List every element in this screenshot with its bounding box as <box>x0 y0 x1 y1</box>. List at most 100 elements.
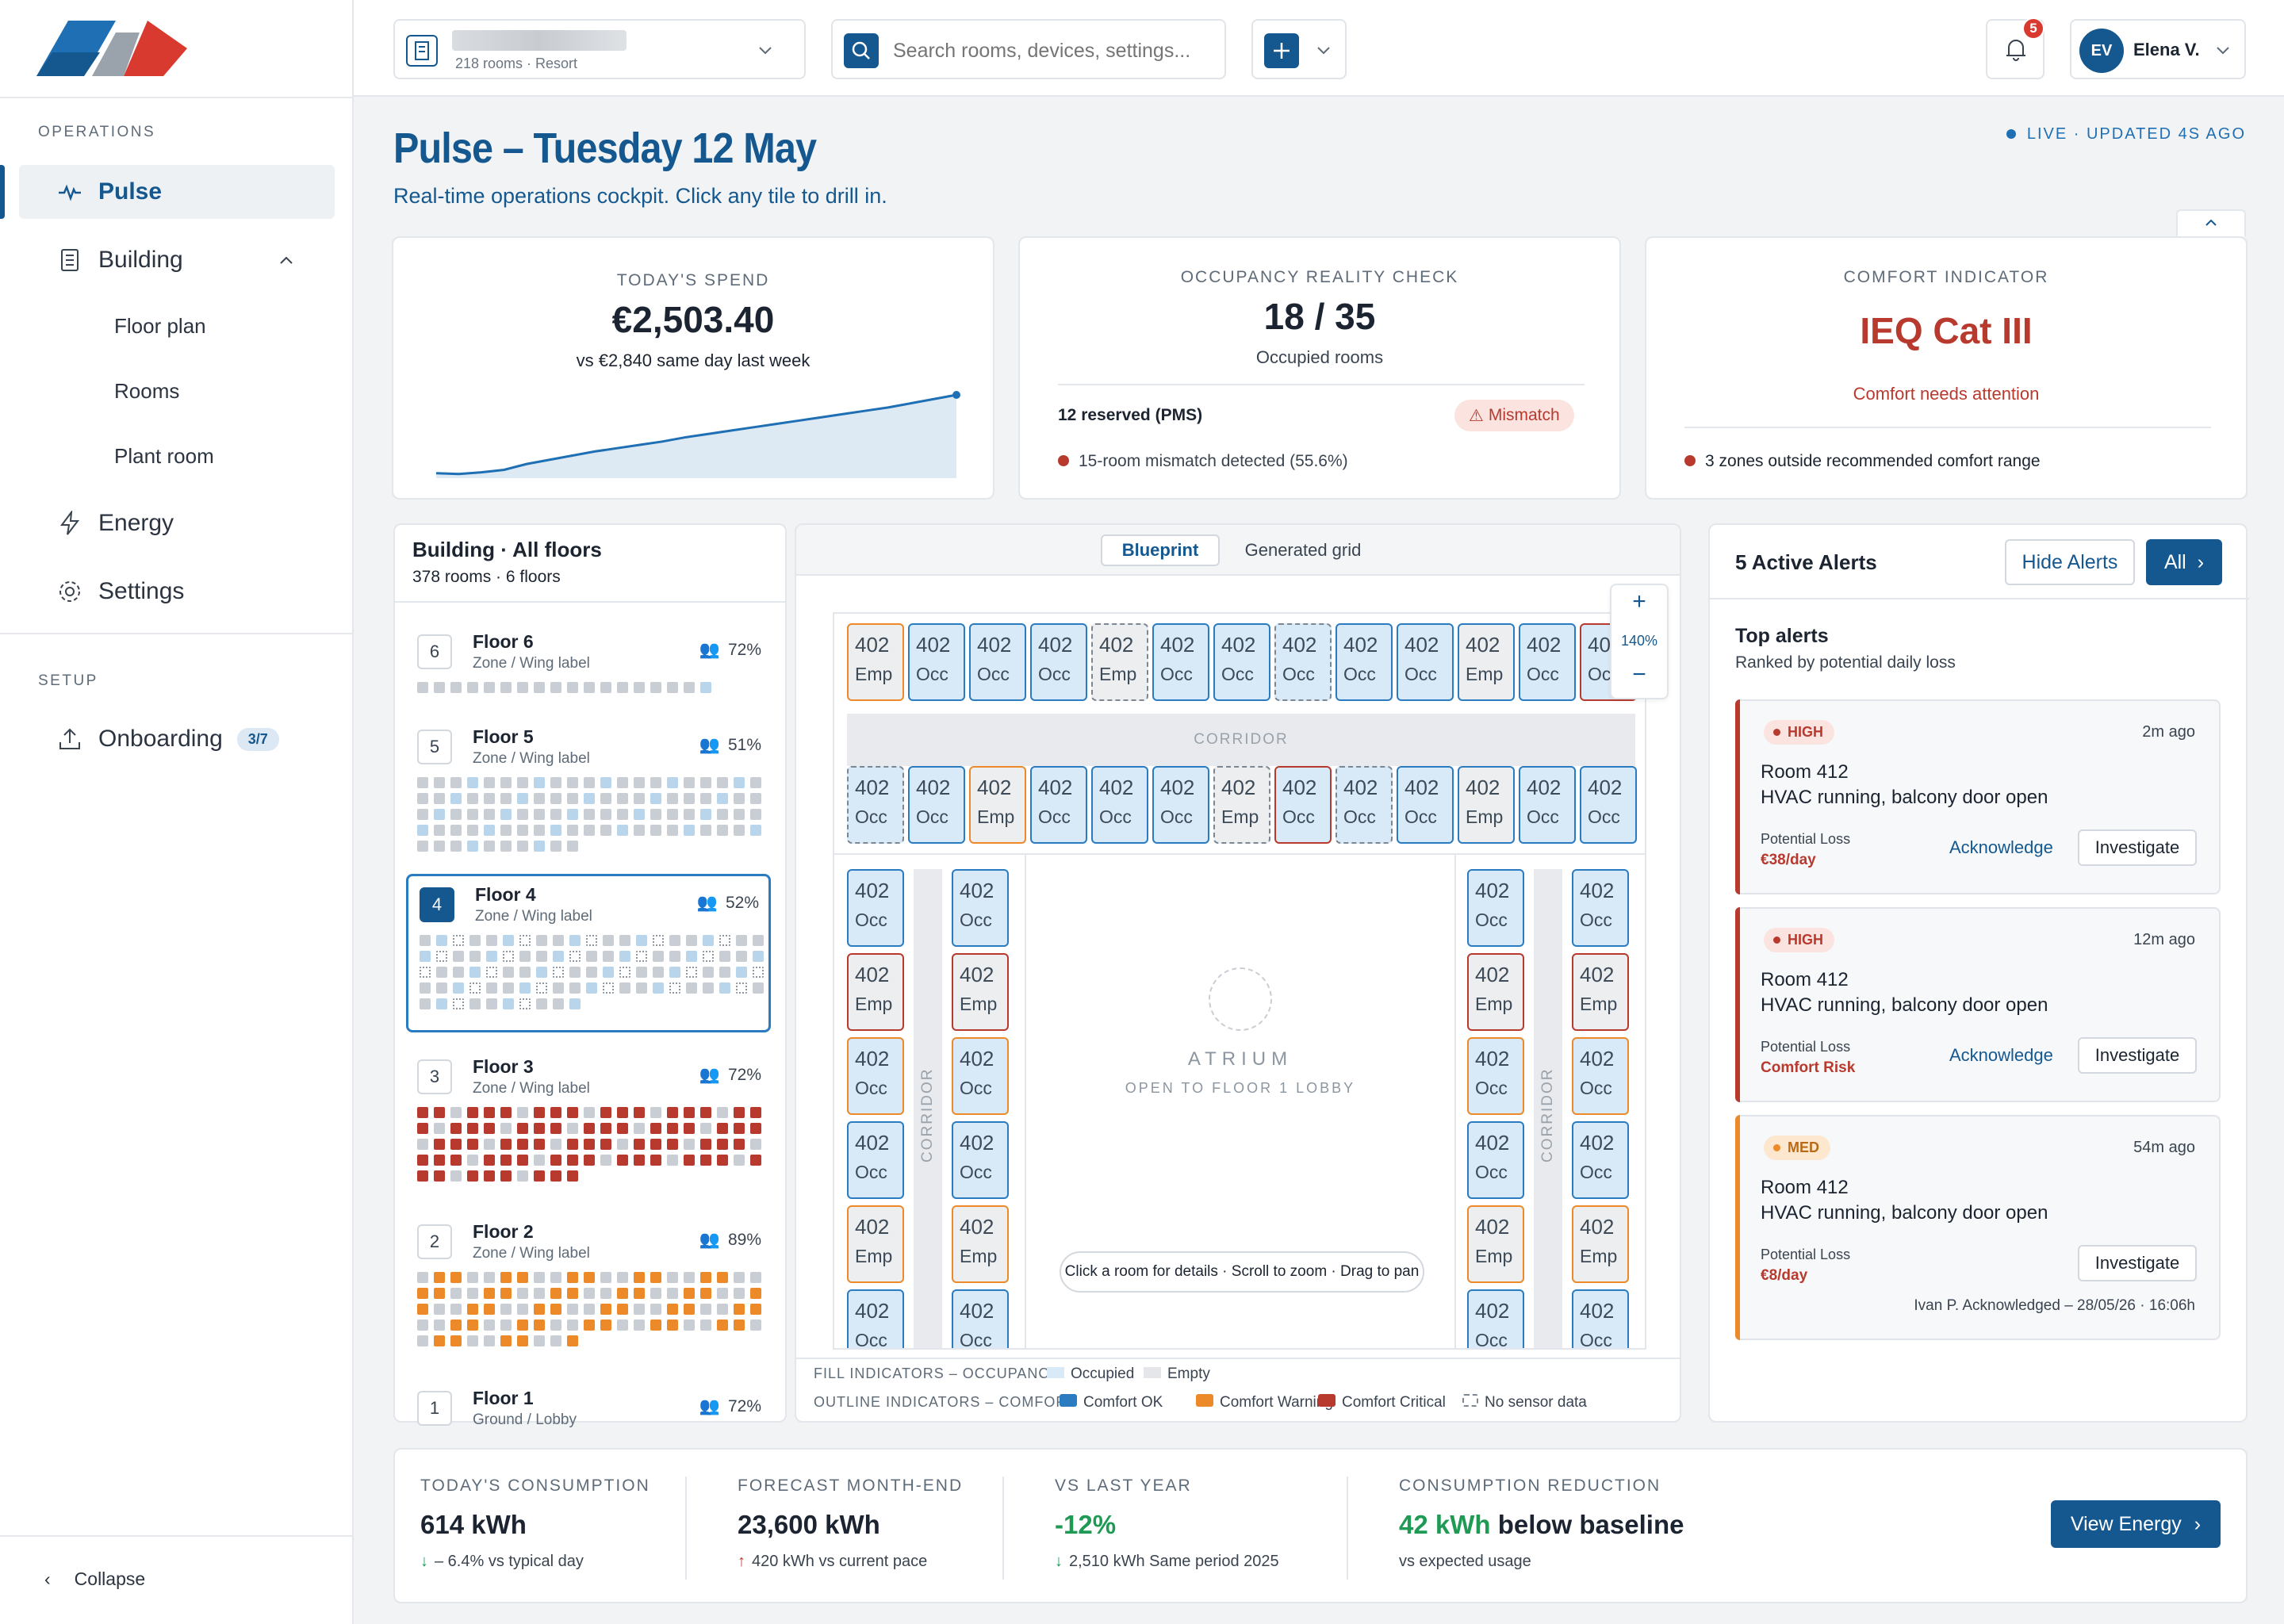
room-tile[interactable]: 402 Occ <box>1091 766 1148 844</box>
room-tile[interactable]: 402 Occ <box>1274 623 1332 701</box>
room-tile[interactable]: 402 Occ <box>1519 766 1576 844</box>
room-tile[interactable]: 402 Emp <box>847 1205 904 1283</box>
atrium-border-left <box>1025 855 1026 1348</box>
room-tile[interactable]: 402 Emp <box>952 1205 1009 1283</box>
room-tile[interactable]: 402 Occ <box>847 869 904 947</box>
room-tile[interactable]: 402 Occ <box>1580 766 1637 844</box>
room-tile[interactable]: 402 Occ <box>1467 1121 1524 1199</box>
view-energy-button[interactable]: View Energy › <box>2051 1500 2221 1548</box>
floor-card[interactable]: 3 Floor 3 Zone / Wing label 👥 72% <box>406 1048 771 1183</box>
subnav-floor-plan[interactable]: Floor plan <box>114 314 206 338</box>
zoom-out-button[interactable]: − <box>1632 661 1646 688</box>
room-tile[interactable]: 402 Occ <box>847 766 904 844</box>
nav-energy[interactable]: Energy <box>19 496 335 550</box>
spend-card[interactable]: TODAY'S SPEND €2,503.40 vs €2,840 same d… <box>392 236 994 500</box>
collapse-button[interactable]: ‹ Collapse <box>44 1568 145 1590</box>
floor-card[interactable]: 6 Floor 6 Zone / Wing label 👥 72% <box>406 623 771 693</box>
search-input[interactable] <box>893 36 1210 65</box>
room-tile[interactable]: 402 Occ <box>1274 766 1332 844</box>
hide-alerts-button[interactable]: Hide Alerts <box>2005 539 2135 585</box>
room-tile[interactable]: 402 Occ <box>1336 623 1393 701</box>
nav-onboarding[interactable]: Onboarding 3/7 <box>19 712 335 766</box>
user-menu[interactable]: EV Elena V. <box>2070 19 2246 79</box>
room-dot <box>734 1155 745 1166</box>
room-tile[interactable]: 402 Occ <box>1152 623 1209 701</box>
room-tile[interactable]: 402 Occ <box>847 1121 904 1199</box>
room-tile[interactable]: 402 Emp <box>1572 1205 1629 1283</box>
room-tile[interactable]: 402 Occ <box>969 623 1026 701</box>
room-tile[interactable]: 402 Occ <box>1519 623 1576 701</box>
room-tile[interactable]: 402 Emp <box>1572 953 1629 1031</box>
comfort-value: IEQ Cat III <box>1860 310 2033 351</box>
room-tile[interactable]: 402 Occ <box>1572 1289 1629 1348</box>
room-tile[interactable]: 402 Occ <box>952 1121 1009 1199</box>
notifications-button[interactable]: 5 <box>1986 17 2044 79</box>
room-tile[interactable]: 402 Occ <box>1572 869 1629 947</box>
room-dot <box>650 1288 661 1299</box>
floor-card[interactable]: 5 Floor 5 Zone / Wing label 👥 51% <box>406 718 771 853</box>
add-menu-button[interactable] <box>1251 19 1347 79</box>
room-tile[interactable]: 402 Occ <box>847 1037 904 1115</box>
room-tile[interactable]: 402 Occ <box>1397 623 1454 701</box>
room-status: Occ <box>1038 806 1071 827</box>
room-tile[interactable]: 402 Occ <box>908 766 965 844</box>
investigate-button[interactable]: Investigate <box>2078 1037 2197 1074</box>
room-tile[interactable]: 402 Occ <box>1572 1037 1629 1115</box>
floor-plan-canvas[interactable]: 402 Emp 402 Occ 402 Occ 402 Occ 402 Emp 402 Occ 402 O… <box>833 612 1646 1350</box>
room-tile[interactable]: 402 Occ <box>952 1037 1009 1115</box>
alert-card[interactable]: HIGH 2m ago Room 412 HVAC running, balcony … <box>1735 699 2221 894</box>
acknowledge-button[interactable]: Acknowledge <box>1949 1045 2053 1065</box>
nav-pulse[interactable]: Pulse <box>0 165 335 219</box>
room-tile[interactable]: 402 Emp <box>1213 766 1270 844</box>
nav-building[interactable]: Building <box>19 233 335 287</box>
room-tile[interactable]: 402 Occ <box>1336 766 1393 844</box>
search-box[interactable] <box>831 19 1226 79</box>
room-tile[interactable]: 402 Emp <box>1458 766 1515 844</box>
room-tile[interactable]: 402 Occ <box>952 1289 1009 1348</box>
chevron-down-icon <box>2217 47 2229 55</box>
room-tile[interactable]: 402 Emp <box>969 766 1026 844</box>
all-alerts-button[interactable]: All › <box>2146 539 2222 585</box>
nav-settings[interactable]: Settings <box>19 565 335 619</box>
room-tile[interactable]: 402 Occ <box>908 623 965 701</box>
room-tile[interactable]: 402 Emp <box>1458 623 1515 701</box>
tab-generated-grid[interactable]: Generated grid <box>1244 540 1362 560</box>
room-number: 402 <box>855 1131 890 1155</box>
room-tile[interactable]: 402 Occ <box>1467 1037 1524 1115</box>
room-tile[interactable]: 402 Emp <box>1467 953 1524 1031</box>
room-tile[interactable]: 402 Occ <box>847 1289 904 1348</box>
chevron-up-icon[interactable] <box>278 252 295 268</box>
investigate-button[interactable]: Investigate <box>2078 829 2197 866</box>
room-tile[interactable]: 402 Occ <box>1572 1121 1629 1199</box>
acknowledge-button[interactable]: Acknowledge <box>1949 837 2053 857</box>
room-tile[interactable]: 402 Occ <box>1030 766 1087 844</box>
room-dot <box>703 951 714 962</box>
floor-card[interactable]: 2 Floor 2 Zone / Wing label 👥 89% <box>406 1213 771 1348</box>
collapse-cards-button[interactable] <box>2176 209 2246 236</box>
occupancy-card[interactable]: OCCUPANCY REALITY CHECK 18 / 35 Occupied… <box>1018 236 1621 500</box>
property-selector[interactable]: 218 rooms · Resort <box>393 19 806 79</box>
room-tile[interactable]: 402 Occ <box>1213 623 1270 701</box>
tab-blueprint[interactable]: Blueprint <box>1101 534 1220 566</box>
room-tile[interactable]: 402 Emp <box>1467 1205 1524 1283</box>
subnav-rooms[interactable]: Rooms <box>114 379 180 403</box>
room-tile[interactable]: 402 Occ <box>1467 869 1524 947</box>
room-tile[interactable]: 402 Occ <box>1397 766 1454 844</box>
room-tile[interactable]: 402 Emp <box>847 953 904 1031</box>
room-tile[interactable]: 402 Emp <box>1091 623 1148 701</box>
room-tile[interactable]: 402 Occ <box>1152 766 1209 844</box>
room-tile[interactable]: 402 Emp <box>952 953 1009 1031</box>
room-tile[interactable]: 402 Occ <box>1467 1289 1524 1348</box>
alert-room: Room 412 <box>1761 1177 1849 1198</box>
floor-card[interactable]: 1 Floor 1 Ground / Lobby 👥 72% <box>406 1380 771 1435</box>
floor-card[interactable]: 4 Floor 4 Zone / Wing label 👥 52% <box>406 874 771 1032</box>
room-tile[interactable]: 402 Occ <box>952 869 1009 947</box>
zoom-in-button[interactable]: + <box>1632 588 1646 615</box>
room-tile[interactable]: 402 Emp <box>847 623 904 701</box>
comfort-card[interactable]: COMFORT INDICATOR IEQ Cat III Comfort ne… <box>1645 236 2248 500</box>
subnav-plant-room[interactable]: Plant room <box>114 444 214 468</box>
investigate-button[interactable]: Investigate <box>2078 1245 2197 1281</box>
room-tile[interactable]: 402 Occ <box>1030 623 1087 701</box>
alert-card[interactable]: HIGH 12m ago Room 412 HVAC running, balcony… <box>1735 907 2221 1102</box>
alert-card[interactable]: MED 54m ago Room 412 HVAC running, balcony … <box>1735 1115 2221 1340</box>
